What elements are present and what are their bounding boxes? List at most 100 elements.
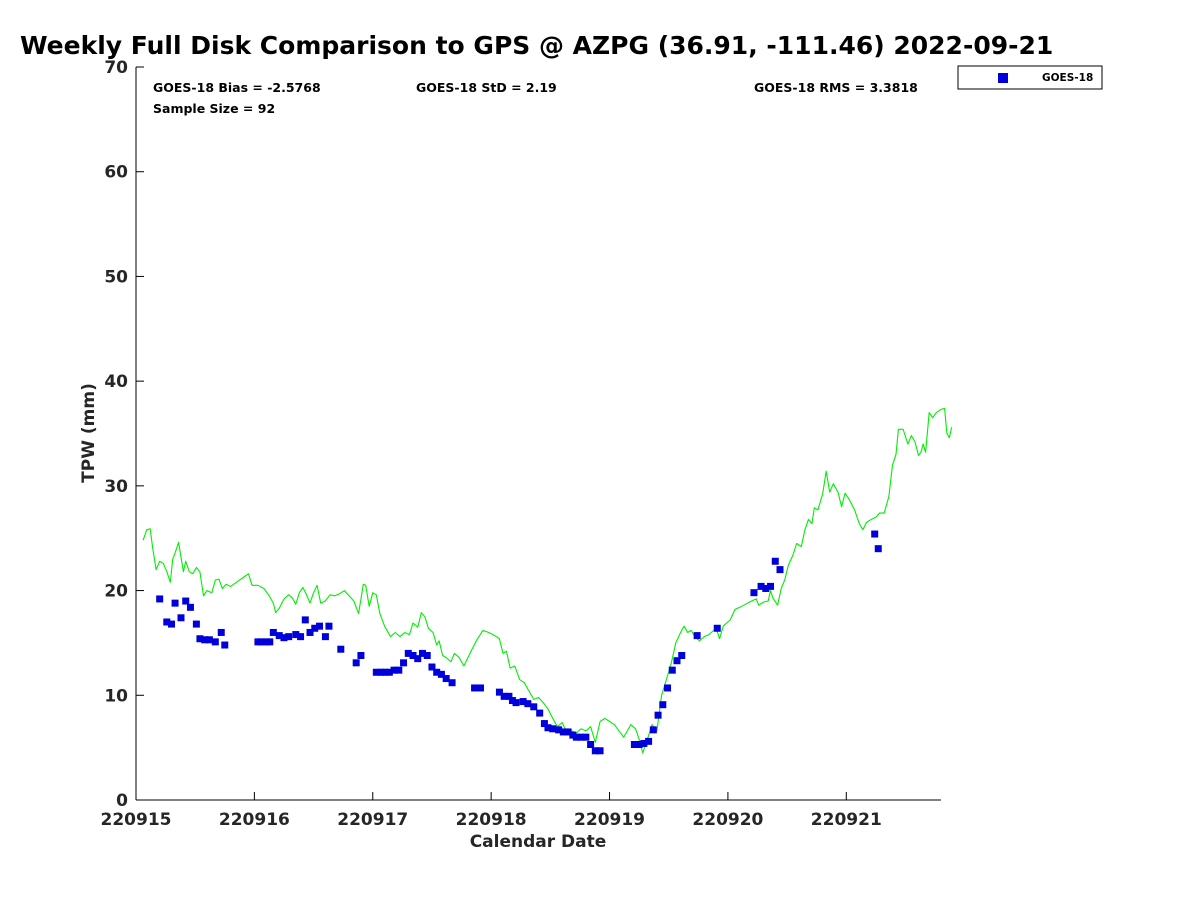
goes-18-point xyxy=(559,728,567,736)
goes-18-point xyxy=(437,670,445,678)
goes-18-point xyxy=(442,675,450,683)
y-axis-label: TPW (mm) xyxy=(79,383,99,483)
goes-18-point xyxy=(555,726,563,734)
rms-stat: GOES-18 RMS = 3.3818 xyxy=(754,80,918,95)
y-tick-label: 70 xyxy=(104,58,128,78)
goes-18-point xyxy=(577,733,585,741)
goes-18-point xyxy=(433,668,441,676)
goes-18-point xyxy=(767,582,775,590)
goes-18-point xyxy=(280,634,288,642)
goes-18-point xyxy=(587,741,595,749)
legend: GOES-18 xyxy=(957,65,1103,90)
goes-18-point xyxy=(372,668,380,676)
goes-18-point xyxy=(871,530,879,538)
goes-18-point xyxy=(292,631,300,639)
goes-18-point xyxy=(544,724,552,732)
goes-18-point xyxy=(448,679,456,687)
goes-18-point xyxy=(182,597,190,605)
goes-18-point xyxy=(301,616,309,624)
goes-18-point xyxy=(524,700,532,708)
goes-18-point xyxy=(645,737,653,745)
goes-18-point xyxy=(693,632,701,640)
goes-18-point xyxy=(505,692,513,700)
goes-18-point xyxy=(337,645,345,653)
goes-18-point xyxy=(630,741,638,749)
goes-18-point xyxy=(512,699,520,707)
y-tick-label: 50 xyxy=(104,267,128,287)
goes-18-point xyxy=(471,684,479,692)
x-ticks: 220915 220916 220917 220918 220919 220920 2209… xyxy=(101,792,882,830)
goes-18-point xyxy=(171,599,179,607)
y-tick-label: 40 xyxy=(104,372,128,392)
goes-18-point xyxy=(217,628,225,636)
goes-18-point xyxy=(495,688,503,696)
goes-18-point xyxy=(201,636,209,644)
y-tick-label: 0 xyxy=(116,791,128,811)
goes-18-point xyxy=(635,741,643,749)
goes-18-point xyxy=(221,641,229,649)
y-ticks: 0 10 20 30 40 50 60 70 xyxy=(104,58,144,811)
goes-18-point xyxy=(414,655,422,663)
goes-18-point xyxy=(423,651,431,659)
std-stat: GOES-18 StD = 2.19 xyxy=(416,80,557,95)
goes-18-point xyxy=(211,638,219,646)
goes-18-point xyxy=(659,701,667,709)
goes-18-point xyxy=(352,659,360,667)
goes-18-point xyxy=(582,733,590,741)
goes-18-point xyxy=(508,697,516,705)
goes-18-point xyxy=(409,651,417,659)
goes-18-point xyxy=(476,684,484,692)
goes-18-point xyxy=(596,747,604,755)
legend-label-goes-18: GOES-18 xyxy=(1042,72,1093,84)
goes-18-point xyxy=(591,747,599,755)
chart-title: Weekly Full Disk Comparison to GPS @ AZP… xyxy=(20,31,1053,60)
goes-18-point xyxy=(275,632,283,640)
goes-18-point xyxy=(205,636,213,644)
goes-18-point xyxy=(315,622,323,630)
sample-size-stat: Sample Size = 92 xyxy=(153,101,275,116)
goes-18-point xyxy=(418,649,426,657)
goes-18-point xyxy=(156,595,164,603)
goes-18-point xyxy=(177,614,185,622)
goes-18-point xyxy=(549,725,557,733)
goes-18-point xyxy=(196,635,204,643)
plot-area: 0 10 20 30 40 50 60 70 220915 220916 220917 220918… xyxy=(101,58,953,830)
x-tick-label: 220916 xyxy=(219,810,290,830)
x-axis-label: Calendar Date xyxy=(470,832,607,852)
y-tick-label: 30 xyxy=(104,477,128,497)
goes-18-point xyxy=(404,649,412,657)
goes-18-point xyxy=(678,651,686,659)
y-tick-label: 20 xyxy=(104,582,128,602)
goes-18-point xyxy=(536,709,544,717)
goes-18-point xyxy=(266,638,274,646)
gps-series xyxy=(142,407,953,754)
goes-18-series xyxy=(156,530,882,755)
goes-18-point xyxy=(306,628,314,636)
goes-18-point xyxy=(762,584,770,592)
goes-18-point xyxy=(400,659,408,667)
x-tick-label: 220919 xyxy=(574,810,645,830)
goes-18-point xyxy=(254,638,262,646)
x-tick-label: 220915 xyxy=(101,810,172,830)
goes-18-point xyxy=(163,618,171,626)
goes-18-point xyxy=(664,684,672,692)
goes-18-point xyxy=(771,557,779,565)
goes-18-point xyxy=(385,668,393,676)
goes-18-point xyxy=(572,733,580,741)
goes-18-point xyxy=(357,651,365,659)
x-tick-label: 220920 xyxy=(692,810,763,830)
goes-18-point xyxy=(564,728,572,736)
goes-18-point xyxy=(569,731,577,739)
goes-18-point xyxy=(757,582,765,590)
goes-18-point xyxy=(381,668,389,676)
legend-marker-goes-18 xyxy=(998,73,1008,83)
goes-18-point xyxy=(285,633,293,641)
y-tick-label: 60 xyxy=(104,163,128,183)
goes-18-point xyxy=(311,624,319,632)
x-tick-label: 220921 xyxy=(811,810,882,830)
goes-18-point xyxy=(325,622,333,630)
goes-18-point xyxy=(673,657,681,665)
goes-18-point xyxy=(654,711,662,719)
goes-18-point xyxy=(395,666,403,674)
